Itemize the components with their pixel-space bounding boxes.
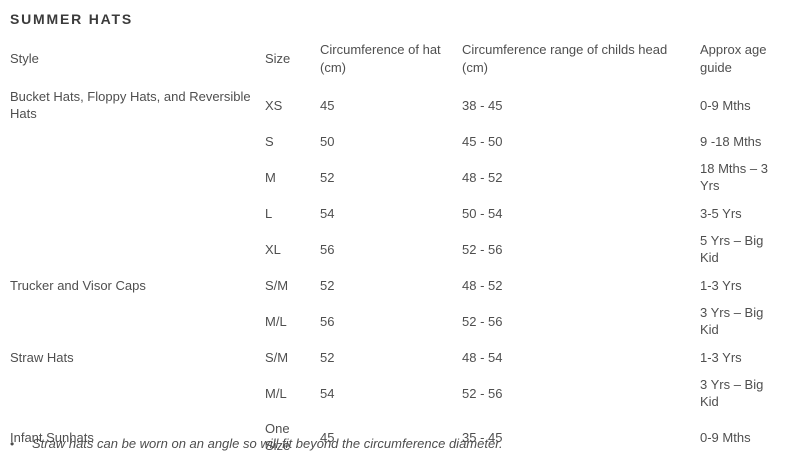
cell-hat-cm: 52 <box>320 349 335 365</box>
cell-head-cm: 50 - 54 <box>462 205 503 221</box>
cell-style <box>10 299 265 343</box>
cell-head-cm: 52 - 56 <box>462 241 503 257</box>
cell-style: Straw Hats <box>10 349 74 365</box>
table-row: L 54 50 - 54 3-5 Yrs <box>10 199 792 227</box>
cell-head-cm: 48 - 54 <box>462 349 503 365</box>
cell-style: Infant Sunhats <box>10 429 94 445</box>
cell-age: 18 Mths – 3 Yrs <box>700 161 768 193</box>
header-row: Style Size Circumference of hat (cm) Cir… <box>10 35 792 83</box>
header-age-guide: Approx age guide <box>700 42 767 75</box>
cell-style <box>10 155 265 199</box>
cell-hat-cm: 50 <box>320 133 335 149</box>
table-row: Straw Hats S/M 52 48 - 54 1-3 Yrs <box>10 343 792 371</box>
cell-head-cm: 48 - 52 <box>462 169 503 185</box>
cell-age: 0-9 Mths <box>700 429 751 445</box>
cell-size: S/M <box>265 277 289 293</box>
table-row: S 50 45 - 50 9 -18 Mths <box>10 127 792 155</box>
header-style: Style <box>10 51 39 66</box>
cell-size: M/L <box>265 313 287 329</box>
cell-age: 1-3 Yrs <box>700 277 742 293</box>
table-row: M/L 54 52 - 56 3 Yrs – Big Kid <box>10 371 792 415</box>
cell-style <box>10 371 265 415</box>
table-row: Trucker and Visor Caps S/M 52 48 - 52 1-… <box>10 271 792 299</box>
cell-style <box>10 127 265 155</box>
bullet-icon: • <box>10 437 15 451</box>
cell-age: 3 Yrs – Big Kid <box>700 377 764 409</box>
table-header: Style Size Circumference of hat (cm) Cir… <box>10 35 792 83</box>
table-row: M/L 56 52 - 56 3 Yrs – Big Kid <box>10 299 792 343</box>
cell-size: XL <box>265 241 281 257</box>
table-row: XL 56 52 - 56 5 Yrs – Big Kid <box>10 227 792 271</box>
footnote-text: Straw hats can be worn on an angle so wi… <box>32 436 503 451</box>
cell-head-cm: 45 - 50 <box>462 133 503 149</box>
cell-hat-cm: 52 <box>320 169 335 185</box>
header-size: Size <box>265 51 291 66</box>
cell-style: Trucker and Visor Caps <box>10 277 146 293</box>
cell-head-cm: 48 - 52 <box>462 277 503 293</box>
cell-head-cm: 52 - 56 <box>462 313 503 329</box>
header-head-circumference: Circumference range of childs head (cm) <box>462 42 668 75</box>
cell-age: 0-9 Mths <box>700 97 751 113</box>
cell-size: S/M <box>265 349 289 365</box>
cell-size: XS <box>265 97 283 113</box>
cell-head-cm: 35 - 45 <box>462 429 503 445</box>
header-hat-circumference: Circumference of hat (cm) <box>320 42 441 75</box>
cell-age: 3-5 Yrs <box>700 205 742 221</box>
table-row: Bucket Hats, Floppy Hats, and Reversible… <box>10 83 792 127</box>
cell-hat-cm: 56 <box>320 313 335 329</box>
cell-hat-cm: 52 <box>320 277 335 293</box>
cell-hat-cm: 45 <box>320 97 335 113</box>
cell-size: M <box>265 169 276 185</box>
cell-age: 3 Yrs – Big Kid <box>700 305 764 337</box>
cell-age: 5 Yrs – Big Kid <box>700 233 764 265</box>
table-row: M 52 48 - 52 18 Mths – 3 Yrs <box>10 155 792 199</box>
cell-style <box>10 227 265 271</box>
cell-age: 1-3 Yrs <box>700 349 742 365</box>
cell-style <box>10 199 265 227</box>
table-row: Infant Sunhats One Size 45 35 - 45 0-9 M… <box>10 415 792 459</box>
cell-size: M/L <box>265 385 287 401</box>
size-guide-page: SUMMER HATS Style Size Circumference of … <box>0 11 800 460</box>
footnote: • Straw hats can be worn on an angle so … <box>10 436 770 451</box>
cell-size: L <box>265 205 273 221</box>
cell-size: One Size <box>265 421 291 453</box>
cell-head-cm: 52 - 56 <box>462 385 503 401</box>
cell-hat-cm: 45 <box>320 429 335 445</box>
cell-size: S <box>265 133 274 149</box>
cell-hat-cm: 54 <box>320 205 335 221</box>
table-body: Bucket Hats, Floppy Hats, and Reversible… <box>10 83 792 459</box>
cell-hat-cm: 54 <box>320 385 335 401</box>
page-title: SUMMER HATS <box>10 11 133 27</box>
cell-style: Bucket Hats, Floppy Hats, and Reversible… <box>10 89 251 121</box>
cell-head-cm: 38 - 45 <box>462 97 503 113</box>
cell-hat-cm: 56 <box>320 241 335 257</box>
cell-age: 9 -18 Mths <box>700 133 762 149</box>
size-chart-table: Style Size Circumference of hat (cm) Cir… <box>10 35 792 459</box>
